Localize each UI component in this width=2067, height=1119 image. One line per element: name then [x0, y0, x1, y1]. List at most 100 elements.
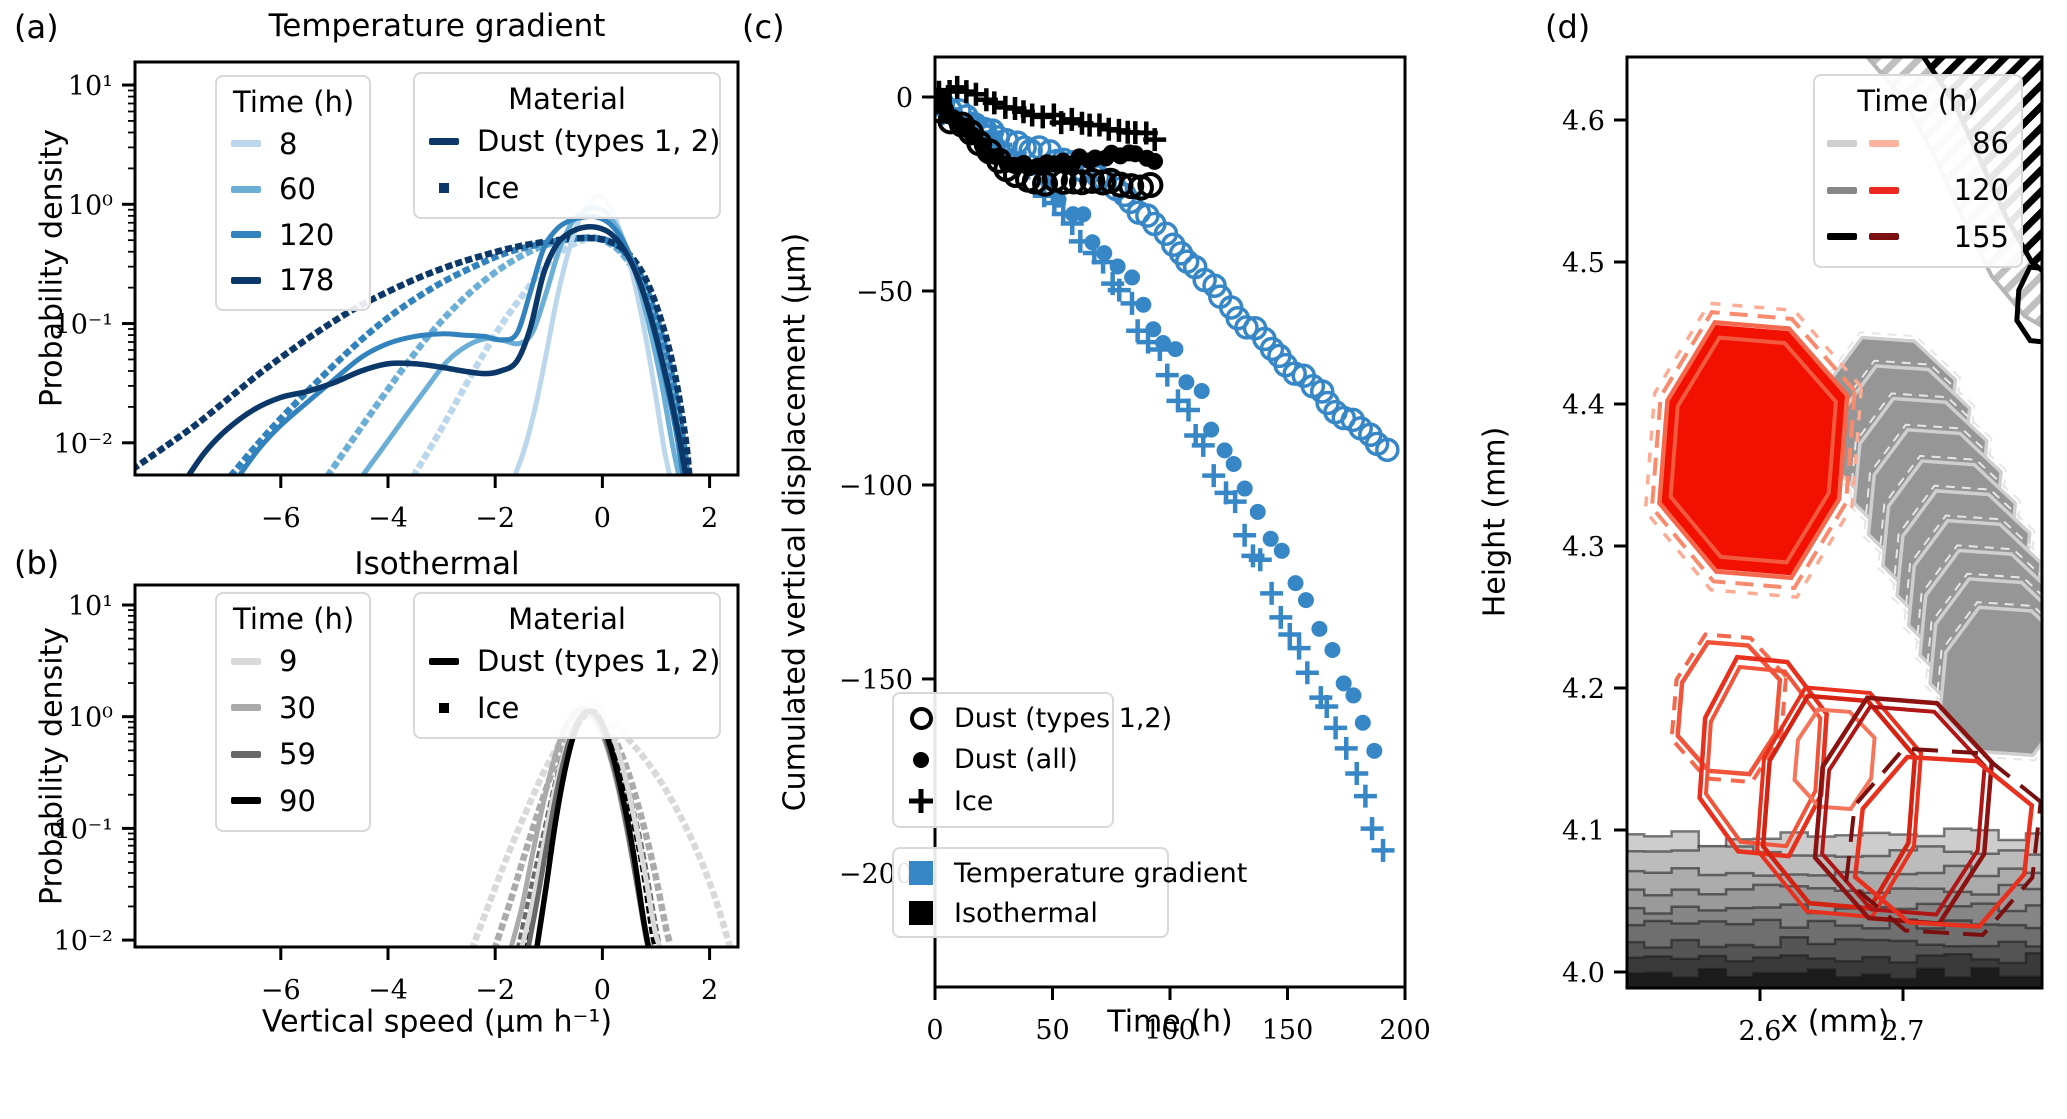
legend-item: 155	[1827, 213, 2009, 260]
tick-label: 4.5	[1562, 248, 1605, 279]
legend-item: Ice	[427, 165, 707, 212]
tick-label: −50	[856, 277, 913, 308]
tick-label: −4	[368, 503, 408, 534]
tick-label: 4.3	[1562, 532, 1605, 563]
panel-d-ylabel: Height (mm)	[1477, 426, 1513, 618]
tick-label: 0	[896, 83, 913, 114]
tick-label: 2.7	[1882, 1016, 1925, 1047]
swatch-line	[231, 231, 261, 239]
legend-item: Dust (all)	[904, 739, 1102, 780]
legend-item: Ice	[427, 685, 707, 732]
tick-label: 2.6	[1739, 1016, 1782, 1047]
legend-item: Dust (types 1, 2)	[427, 118, 720, 165]
tick-label: 4.6	[1562, 106, 1605, 137]
tick-label: 4.2	[1562, 674, 1605, 705]
swatch-line	[429, 657, 459, 665]
legend-item: 90	[229, 778, 357, 825]
panel-a-axes: −6 −4 −2 0 2 10¹ 10⁰ 10⁻¹ 10⁻²	[54, 60, 740, 534]
tick-label: −2	[475, 975, 515, 1006]
swatch-square	[909, 861, 933, 885]
swatch-gray	[1827, 139, 1857, 147]
panel-b-plot	[469, 701, 734, 947]
swatch-line	[231, 657, 261, 665]
swatch-line	[231, 276, 261, 284]
legend-time-a: Time (h) 8 60 120 178	[215, 75, 371, 311]
legend-item: Ice	[904, 781, 1102, 822]
tick-label: −4	[368, 975, 408, 1006]
tick-label: 200	[1379, 1015, 1431, 1046]
swatch-line	[231, 750, 261, 758]
legend-markers-c: Dust (types 1,2) Dust (all) Ice	[892, 692, 1172, 828]
legend-material-b-title: Material	[508, 602, 626, 636]
panel-a-letter: (a)	[14, 8, 59, 46]
curve-b-dust-90h	[534, 708, 652, 947]
tick-label: 150	[1262, 1015, 1314, 1046]
red-crystal-contours-filled	[1643, 301, 1864, 599]
swatch-line	[231, 140, 261, 148]
tick-label: 10⁰	[68, 190, 113, 221]
tick-label: 4.4	[1562, 390, 1605, 421]
panel-c-letter: (c)	[742, 8, 785, 46]
legend-item: 8	[229, 121, 357, 167]
tick-label: 4.1	[1562, 816, 1605, 847]
legend-time-b: Time (h) 9 30 59 90	[215, 592, 371, 832]
series-tg-dust-all	[935, 102, 1383, 759]
legend-item: 60	[229, 167, 357, 213]
legend-item: 30	[229, 685, 357, 732]
curve-a-dust-178h	[186, 223, 689, 475]
swatch-red	[1869, 186, 1899, 194]
legend-item: 178	[229, 258, 357, 304]
tick-label: 0	[594, 975, 611, 1006]
tick-label: −100	[839, 471, 913, 502]
tick-label: 10⁻²	[54, 926, 113, 957]
tick-label: −150	[839, 665, 913, 696]
plus-marker-icon	[909, 789, 933, 814]
curve-b-ice-9h	[469, 712, 734, 947]
swatch-dot	[439, 182, 449, 193]
legend-time-d: Time (h) 86 120 155	[1813, 74, 2023, 268]
legend-time-a-title: Time (h)	[233, 85, 355, 119]
panel-c-ylabel: Cumulated vertical displacement (μm)	[777, 232, 813, 812]
panel-a-ylabel: Probability density	[34, 128, 70, 408]
origin-square-marker	[935, 87, 952, 114]
panel-c-plot	[935, 75, 1400, 862]
tick-label: 2	[701, 975, 718, 1006]
tick-label: 100	[1144, 1015, 1196, 1046]
legend-condition-c: Temperature gradient Isothermal	[892, 847, 1247, 938]
tick-label: 10⁻²	[54, 429, 113, 460]
swatch-line	[231, 797, 261, 805]
tick-label: −6	[261, 503, 301, 534]
tick-label: −2	[475, 503, 515, 534]
panel-d-letter: (d)	[1545, 8, 1591, 46]
legend-material-a-title: Material	[508, 82, 626, 116]
tick-label: 2	[701, 503, 718, 534]
tick-label: 10⁻¹	[54, 814, 113, 845]
legend-item: 120	[229, 212, 357, 258]
tick-label: 50	[1035, 1015, 1069, 1046]
swatch-dot	[439, 702, 449, 713]
swatch-gray	[1827, 186, 1857, 194]
panel-d-xlabel: x (mm)	[1780, 1004, 1890, 1040]
sediment-bed-contours	[1627, 827, 2042, 988]
swatch-line	[231, 185, 261, 193]
curve-a-ice-178h	[135, 234, 693, 475]
tick-label: 10¹	[68, 591, 113, 622]
red-crystal-contour-rings	[1669, 632, 2042, 938]
legend-item: 86	[1827, 120, 2009, 167]
tick-label: 0	[594, 503, 611, 534]
panel-b-title: Isothermal	[354, 546, 520, 582]
swatch-gray	[1827, 233, 1857, 241]
open-circle-marker-icon	[909, 707, 933, 731]
tick-label: 4.0	[1562, 958, 1605, 989]
tick-label: 10⁰	[68, 703, 113, 734]
panel-b-axes: −6 −4 −2 0 2 10¹ 10⁰ 10⁻¹ 10⁻²	[54, 583, 740, 1006]
panel-b-xlabel: Vertical speed (μm h⁻¹)	[261, 1004, 613, 1040]
swatch-red	[1869, 139, 1899, 147]
legend-item: 9	[229, 638, 357, 685]
tick-label: 0	[926, 1015, 943, 1046]
swatch-red	[1869, 233, 1899, 241]
legend-item: 59	[229, 731, 357, 778]
panel-a-title: Temperature gradient	[268, 8, 606, 44]
legend-item: Dust (types 1, 2)	[427, 638, 720, 685]
